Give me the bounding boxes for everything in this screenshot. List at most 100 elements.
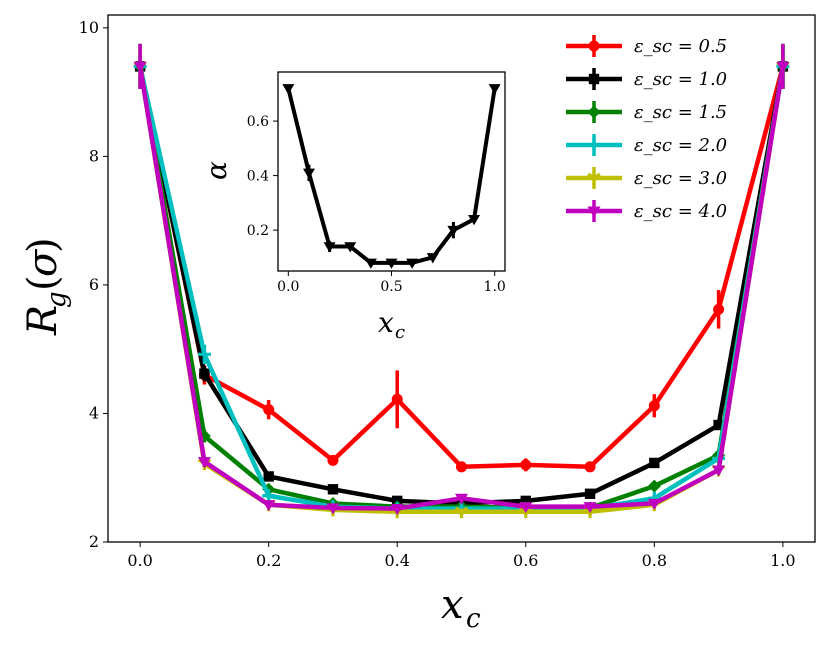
data-point — [302, 168, 315, 179]
svg-text:α: α — [200, 161, 233, 180]
series-1 — [282, 84, 501, 269]
data-point — [776, 61, 790, 73]
data-point — [262, 489, 276, 503]
legend-entry-6: ε_sc = 4.0 — [566, 200, 727, 222]
data-point — [583, 502, 597, 514]
legend-marker — [587, 138, 601, 152]
legend-entry-5: ε_sc = 3.0 — [566, 167, 727, 189]
data-point — [263, 404, 275, 416]
y-tick-label: 10 — [79, 18, 99, 37]
data-point — [385, 258, 398, 269]
data-point — [344, 242, 357, 253]
y-tick-label: 0.4 — [247, 169, 269, 185]
data-point — [323, 242, 336, 253]
x-tick-label: 0.2 — [256, 551, 281, 570]
inset-x-axis-label: x c — [378, 306, 405, 343]
data-point — [713, 303, 725, 315]
data-point — [584, 461, 596, 473]
svg-text:σ: σ — [20, 248, 66, 277]
x-tick-label: 0.8 — [642, 551, 667, 570]
legend-label: ε_sc = 3.0 — [634, 168, 727, 189]
data-point — [364, 258, 377, 269]
x-tick-label: 1.0 — [770, 551, 795, 570]
main-plot-frame — [107, 14, 816, 543]
y-tick-label: 0.6 — [247, 114, 269, 130]
legend-label: ε_sc = 2.0 — [634, 135, 727, 156]
data-point — [391, 393, 403, 405]
inset-ticks-group: 0.0 0.5 1.0 0.2 0.4 0.6 — [247, 114, 506, 295]
svg-text:(: ( — [20, 275, 66, 291]
data-point — [197, 457, 211, 469]
data-point — [519, 502, 533, 514]
legend-label: ε_sc = 1.5 — [634, 102, 727, 123]
svg-text:c: c — [395, 322, 405, 343]
svg-text:c: c — [466, 604, 481, 634]
x-tick-label: 0.6 — [513, 551, 538, 570]
data-point — [326, 503, 340, 515]
data-point — [520, 495, 531, 507]
data-point — [197, 347, 211, 361]
legend-entry-1: ε_sc = 0.5 — [566, 35, 727, 57]
data-point — [455, 461, 468, 473]
data-point — [648, 400, 660, 412]
svg-text:): ) — [20, 237, 66, 253]
y-tick-label: 0.2 — [247, 223, 269, 239]
data-point — [426, 253, 439, 264]
legend-marker — [588, 73, 600, 85]
legend-marker — [587, 206, 601, 218]
inset-series-group — [282, 84, 501, 269]
data-point — [454, 506, 469, 519]
x-tick-label: 0.5 — [380, 279, 402, 295]
legend: ε_sc = 0.5 ε_sc = 1.0 ε_sc = 1.5 ε_sc = 2.0… — [566, 35, 727, 222]
data-point — [584, 488, 596, 499]
svg-text:x: x — [441, 582, 464, 628]
main-ticks-group: 0.0 0.2 0.4 0.6 0.8 1.0 2 4 6 8 10 — [79, 18, 796, 570]
legend-marker — [587, 172, 601, 185]
y-tick-label: 2 — [89, 532, 99, 551]
data-point — [713, 419, 724, 431]
legend-marker — [587, 105, 601, 119]
data-point — [199, 368, 210, 379]
data-point — [406, 258, 419, 269]
svg-text:x: x — [378, 306, 394, 339]
y-tick-label: 6 — [89, 275, 99, 294]
x-axis-label: x c — [441, 582, 481, 634]
data-point — [520, 459, 532, 471]
data-point — [133, 61, 147, 73]
data-point — [390, 504, 404, 516]
legend-label: ε_sc = 1.0 — [634, 69, 727, 90]
data-point — [262, 500, 276, 512]
svg-text:R: R — [20, 305, 66, 336]
x-tick-label: 0.0 — [127, 551, 152, 570]
legend-label: ε_sc = 0.5 — [634, 36, 727, 57]
data-point — [282, 84, 295, 95]
data-point — [447, 225, 460, 237]
y-axis-label: R g ( σ ) — [20, 237, 72, 336]
inset-background — [278, 72, 505, 271]
x-tick-label: 0.0 — [277, 279, 299, 295]
data-point — [712, 465, 726, 477]
y-tick-label: 8 — [89, 146, 99, 165]
data-point — [488, 84, 501, 95]
x-tick-label: 0.4 — [385, 551, 410, 570]
legend-entry-3: ε_sc = 1.5 — [566, 101, 727, 123]
inset-y-axis-label: α — [200, 161, 233, 180]
data-point — [455, 493, 468, 505]
data-point — [263, 471, 274, 482]
data-point — [468, 215, 481, 226]
main-series-group — [133, 43, 790, 519]
data-point — [327, 454, 339, 466]
data-point — [647, 498, 661, 510]
legend-marker — [588, 40, 600, 52]
legend-entry-2: ε_sc = 1.0 — [566, 68, 727, 90]
data-point — [647, 479, 661, 493]
legend-label: ε_sc = 4.0 — [634, 201, 727, 222]
svg-text:g: g — [42, 291, 72, 308]
y-tick-label: 4 — [89, 403, 99, 422]
series-6 — [133, 43, 790, 516]
data-point — [327, 484, 339, 495]
legend-entry-4: ε_sc = 2.0 — [566, 134, 727, 156]
data-point — [649, 457, 660, 469]
x-tick-label: 1.0 — [484, 279, 506, 295]
